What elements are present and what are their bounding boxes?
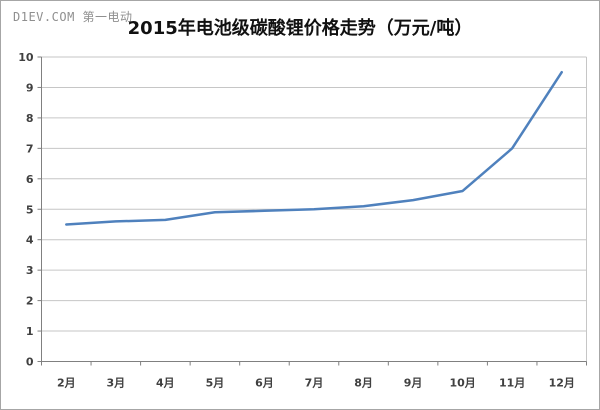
x-tick-label: 11月	[499, 377, 525, 390]
x-tick-label: 3月	[106, 377, 125, 390]
x-tick-label: 2月	[57, 377, 76, 390]
y-tick-label: 1	[26, 325, 34, 338]
y-tick-label: 8	[26, 112, 34, 125]
y-tick-label: 0	[26, 356, 34, 369]
y-tick-label: 2	[26, 295, 34, 308]
chart-title: 2015年电池级碳酸锂价格走势（万元/吨）	[127, 18, 473, 39]
price-series-line	[65, 70, 563, 226]
x-tick-label: 12月	[549, 377, 575, 390]
x-tick-label: 8月	[354, 377, 373, 390]
y-tick-label: 10	[18, 51, 34, 64]
d1ev-watermark: D1EV.COM 第一电动	[13, 10, 133, 24]
x-tick-label: 9月	[404, 377, 423, 390]
x-tick-label: 4月	[156, 377, 175, 390]
y-tick-label: 9	[26, 81, 34, 94]
y-tick-label: 7	[26, 142, 34, 155]
x-tick-label: 10月	[449, 377, 475, 390]
y-tick-label: 5	[26, 203, 34, 216]
x-tick-label: 5月	[206, 377, 225, 390]
y-tick-label: 3	[26, 264, 34, 277]
y-tick-label: 6	[26, 173, 34, 186]
x-tick-label: 7月	[305, 377, 324, 390]
x-tick-label: 6月	[255, 377, 274, 390]
y-tick-label: 4	[26, 234, 34, 247]
